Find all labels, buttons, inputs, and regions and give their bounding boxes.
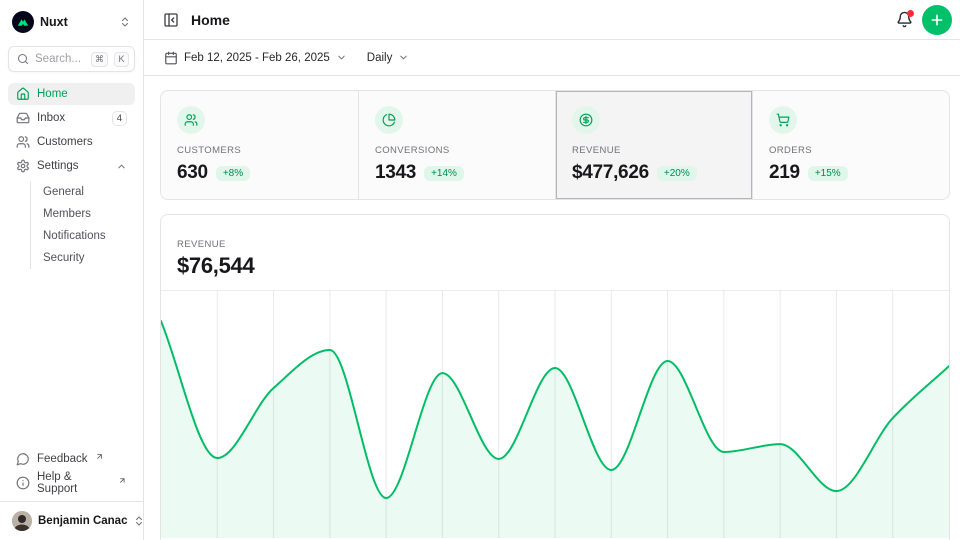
page-header: Home [144, 0, 960, 40]
stat-delta-badge: +14% [424, 166, 464, 181]
stat-delta-badge: +20% [657, 166, 697, 181]
stat-label: CONVERSIONS [375, 145, 539, 156]
page-content: CUSTOMERS 630 +8% CONVERSIONS 1343 +14% [144, 76, 960, 540]
chart-label: REVENUE [177, 239, 933, 250]
sidebar-item-settings[interactable]: Settings [8, 155, 135, 177]
date-range-label: Feb 12, 2025 - Feb 26, 2025 [184, 52, 330, 64]
sidebar-item-inbox[interactable]: Inbox 4 [8, 107, 135, 129]
stat-delta-badge: +8% [216, 166, 250, 181]
chart-value: $76,544 [177, 253, 933, 279]
sidebar-user-section: Benjamin Canac [0, 501, 143, 540]
date-range-button[interactable]: Feb 12, 2025 - Feb 26, 2025 [160, 47, 351, 69]
kbd-k: K [114, 52, 129, 67]
kbd-meta: ⌘ [91, 52, 108, 67]
sidebar-item-home[interactable]: Home [8, 83, 135, 105]
chevron-down-icon [398, 52, 409, 63]
message-circle-icon [16, 452, 30, 466]
stat-value: 219 [769, 161, 800, 185]
sidebar-item-members[interactable]: Members [31, 203, 127, 225]
inbox-count-badge: 4 [112, 111, 127, 126]
pie-chart-icon [375, 106, 403, 134]
sidebar-item-label: Inbox [37, 112, 65, 124]
sidebar-item-help-support[interactable]: Help & Support [8, 472, 135, 494]
search-input[interactable]: Search... ⌘ K [8, 46, 135, 72]
arrow-up-right-icon [118, 476, 127, 485]
sidebar-item-label: Feedback [37, 453, 88, 465]
period-select-button[interactable]: Daily [363, 48, 414, 68]
stat-card-revenue[interactable]: REVENUE $477,626 +20% [555, 91, 752, 199]
user-menu-button[interactable]: Benjamin Canac [8, 509, 135, 533]
nuxt-logo-icon [12, 11, 34, 33]
sidebar-item-feedback[interactable]: Feedback [8, 448, 135, 470]
revenue-chart-card: REVENUE $76,544 14 Feb16 Feb18 Feb20 Feb… [160, 214, 950, 540]
workspace-name: Nuxt [40, 15, 113, 29]
stat-label: REVENUE [572, 145, 736, 156]
stat-label: ORDERS [769, 145, 933, 156]
dollar-circle-icon [572, 106, 600, 134]
stat-card-conversions[interactable]: CONVERSIONS 1343 +14% [358, 91, 555, 199]
workspace-switcher[interactable]: Nuxt [8, 9, 135, 35]
chart-header: REVENUE $76,544 [161, 215, 949, 290]
house-icon [16, 87, 30, 101]
panel-left-close-icon [163, 12, 179, 28]
plus-icon [929, 12, 945, 28]
sidebar-item-label: Customers [37, 136, 93, 148]
stat-value: 630 [177, 161, 208, 185]
sidebar-item-security[interactable]: Security [31, 247, 127, 269]
stat-card-customers[interactable]: CUSTOMERS 630 +8% [161, 91, 358, 199]
chevrons-up-down-icon [133, 515, 145, 527]
info-icon [16, 476, 30, 490]
sidebar-collapse-button[interactable] [158, 7, 184, 33]
revenue-area-chart[interactable]: 14 Feb16 Feb18 Feb20 Feb22 Feb24 Feb [161, 290, 949, 540]
chevrons-up-down-icon [119, 16, 131, 28]
sidebar-spacer [0, 269, 143, 448]
arrow-up-right-icon [95, 452, 104, 461]
search-placeholder: Search... [35, 53, 85, 65]
filters-toolbar: Feb 12, 2025 - Feb 26, 2025 Daily [144, 40, 960, 76]
sidebar-footer-nav: Feedback Help & Support [8, 448, 135, 494]
main-area: Home Feb 12, 2025 - Feb 26, 2025 Daily C… [144, 0, 960, 540]
sidebar-item-notifications[interactable]: Notifications [31, 225, 127, 247]
shopping-cart-icon [769, 106, 797, 134]
stat-delta-badge: +15% [808, 166, 848, 181]
new-item-button[interactable] [922, 5, 952, 35]
stat-value: 1343 [375, 161, 416, 185]
page-title: Home [191, 12, 890, 28]
gear-icon [16, 159, 30, 173]
stat-value: $477,626 [572, 161, 649, 185]
settings-subnav: General Members Notifications Security [30, 181, 127, 269]
sidebar: Nuxt Search... ⌘ K Home Inbox 4 Customer… [0, 0, 144, 540]
users-icon [177, 106, 205, 134]
inbox-icon [16, 111, 30, 125]
users-icon [16, 135, 30, 149]
sidebar-item-label: Home [37, 88, 68, 100]
user-name: Benjamin Canac [38, 515, 127, 527]
avatar [12, 511, 32, 531]
sidebar-nav: Home Inbox 4 Customers Settings General … [8, 83, 135, 269]
sidebar-item-customers[interactable]: Customers [8, 131, 135, 153]
chevron-up-icon [116, 161, 127, 172]
stat-label: CUSTOMERS [177, 145, 342, 156]
sidebar-item-label: Help & Support [37, 471, 111, 495]
chevron-down-icon [336, 52, 347, 63]
sidebar-item-label: Settings [37, 160, 79, 172]
sidebar-item-general[interactable]: General [31, 181, 127, 203]
search-icon [17, 53, 29, 65]
unread-notification-dot [907, 10, 914, 17]
stats-row: CUSTOMERS 630 +8% CONVERSIONS 1343 +14% [160, 90, 950, 200]
stat-card-orders[interactable]: ORDERS 219 +15% [752, 91, 949, 199]
period-label: Daily [367, 52, 393, 64]
calendar-icon [164, 51, 178, 65]
notifications-button[interactable] [890, 6, 918, 34]
